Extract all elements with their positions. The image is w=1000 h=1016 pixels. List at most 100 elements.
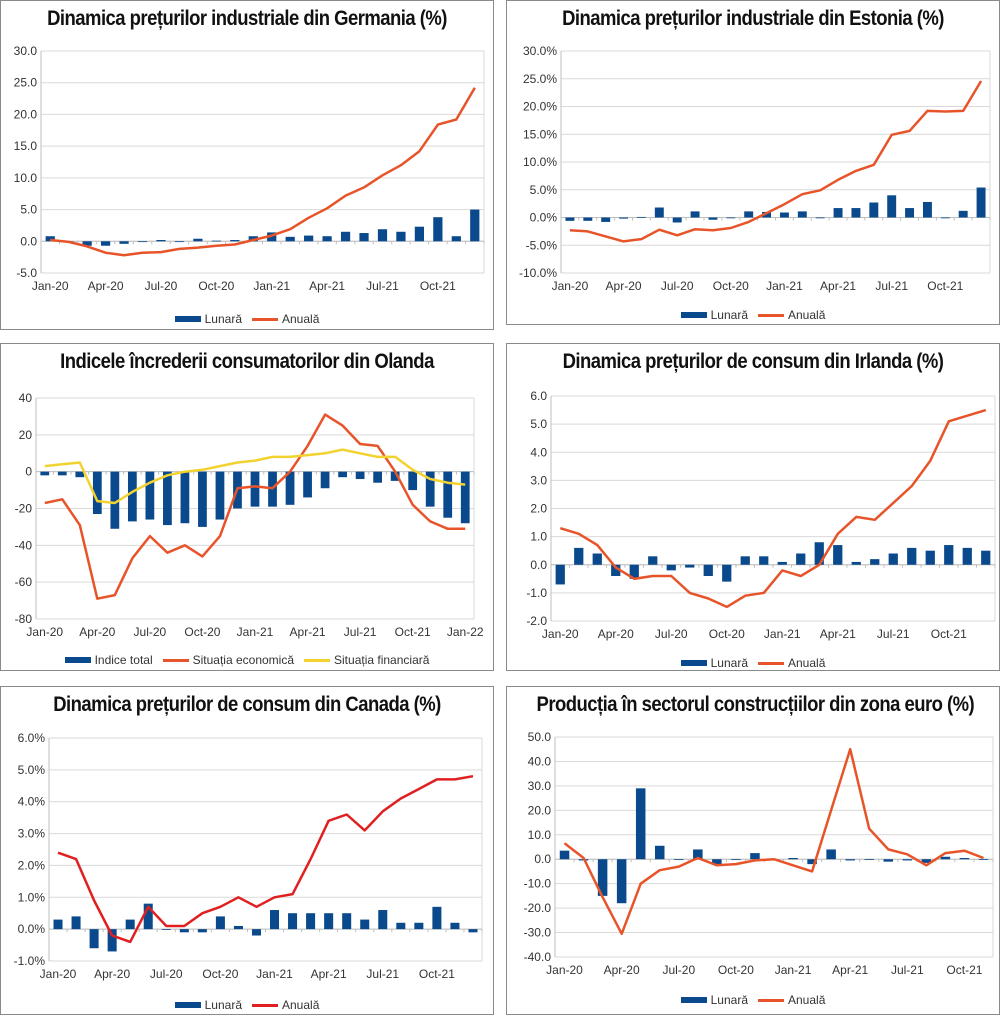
legend-bar-swatch <box>681 660 707 666</box>
bar <box>593 554 602 565</box>
x-tick-label: Jan-21 <box>764 627 801 641</box>
chart-panel-netherlands: Indicele încrederii consumatorilor din O… <box>0 343 494 671</box>
y-tick-label: 0.0 <box>530 558 547 572</box>
bar <box>617 859 627 903</box>
x-tick-label: Jan-20 <box>40 967 77 981</box>
bar <box>461 472 470 524</box>
y-tick-label: 2.0 <box>530 502 547 516</box>
chart-panel-eurozone: Producția în sectorul construcțiilor din… <box>506 686 1000 1015</box>
x-tick-label: Jan-20 <box>546 963 583 977</box>
bar <box>306 913 315 929</box>
bar <box>981 551 990 565</box>
chart-eurozone: -40.0-30.0-20.0-10.00.010.020.030.040.05… <box>507 687 1000 1016</box>
legend-label: Situația economică <box>193 653 294 667</box>
bar <box>565 218 574 221</box>
bar <box>378 910 387 929</box>
legend-line-swatch <box>758 662 784 665</box>
legend-label: Lunară <box>205 312 242 326</box>
bar <box>673 218 682 223</box>
chart-panel-germany: Dinamica prețurilor industriale din Germ… <box>0 0 494 330</box>
chart-legend: Lunară Anuală <box>507 993 999 1007</box>
y-tick-label: 40 <box>19 391 33 405</box>
y-tick-label: 10.0% <box>523 155 557 169</box>
bar <box>750 853 760 859</box>
bar <box>270 910 279 929</box>
x-tick-label: Jul-20 <box>150 967 183 981</box>
bar <box>845 859 855 860</box>
x-tick-label: Oct-21 <box>927 279 963 293</box>
y-tick-label: 3.0 <box>530 473 547 487</box>
y-tick-label: 25.0% <box>523 72 557 86</box>
legend-item: Situația financiară <box>304 653 429 667</box>
y-tick-label: -40 <box>15 538 33 552</box>
x-tick-label: Apr-21 <box>820 279 856 293</box>
bar <box>324 913 333 929</box>
y-tick-label: 0.0% <box>530 211 558 225</box>
legend-label: Anuală <box>788 993 825 1007</box>
x-tick-label: Apr-21 <box>832 963 868 977</box>
y-tick-label: 20.0 <box>528 803 552 817</box>
bar <box>198 472 207 527</box>
x-tick-label: Oct-20 <box>713 279 749 293</box>
x-tick-label: Jan-21 <box>766 279 803 293</box>
y-tick-label: -5.0 <box>16 266 37 280</box>
bar <box>181 472 190 524</box>
bar <box>146 472 155 520</box>
bar <box>655 208 664 218</box>
x-tick-label: Apr-21 <box>309 279 345 293</box>
bar <box>691 211 700 217</box>
y-tick-label: 0.0% <box>18 922 46 936</box>
x-tick-label: Jan-20 <box>542 627 579 641</box>
y-tick-label: -1.0 <box>526 586 547 600</box>
y-tick-label: 15.0 <box>14 139 38 153</box>
y-tick-label: 0 <box>25 465 32 479</box>
legend-label: Lunară <box>711 993 748 1007</box>
y-tick-label: 25.0 <box>14 76 38 90</box>
bar <box>54 920 63 930</box>
bar <box>869 203 878 218</box>
bar <box>175 241 184 242</box>
y-tick-label: 1.0 <box>530 530 547 544</box>
x-tick-label: Oct-20 <box>718 963 754 977</box>
bar <box>303 472 312 498</box>
legend-label: Lunară <box>711 308 748 322</box>
y-tick-label: 50.0 <box>528 730 552 744</box>
bar <box>977 188 986 218</box>
y-tick-label: 2.0% <box>18 858 46 872</box>
bar <box>108 929 117 951</box>
bar <box>163 472 172 525</box>
bar <box>726 218 735 219</box>
legend-line-swatch <box>304 659 330 662</box>
y-tick-label: 6.0% <box>18 731 46 745</box>
bar <box>396 923 405 929</box>
bar <box>667 565 676 571</box>
bar <box>432 907 441 929</box>
bar <box>601 218 610 222</box>
bar <box>941 218 950 219</box>
bar <box>780 213 789 218</box>
x-tick-label: Apr-20 <box>94 967 130 981</box>
x-tick-label: Jul-21 <box>366 279 399 293</box>
legend-line-swatch <box>252 1004 278 1007</box>
bar <box>741 556 750 564</box>
legend-bar-swatch <box>175 316 201 322</box>
y-tick-label: 5.0 <box>20 203 37 217</box>
y-tick-label: 30.0 <box>14 44 38 58</box>
y-tick-label: 5.0 <box>530 417 547 431</box>
bar <box>685 565 694 568</box>
bar <box>923 202 932 218</box>
bar <box>798 211 807 217</box>
bar <box>941 857 951 859</box>
bar <box>212 241 221 242</box>
x-tick-label: Jul-20 <box>662 963 695 977</box>
bar <box>852 562 861 565</box>
legend-item: Anuală <box>758 993 825 1007</box>
bar <box>288 913 297 929</box>
y-tick-label: -60 <box>15 575 33 589</box>
bar <box>834 208 843 217</box>
bar <box>193 239 202 242</box>
bar <box>216 472 225 520</box>
